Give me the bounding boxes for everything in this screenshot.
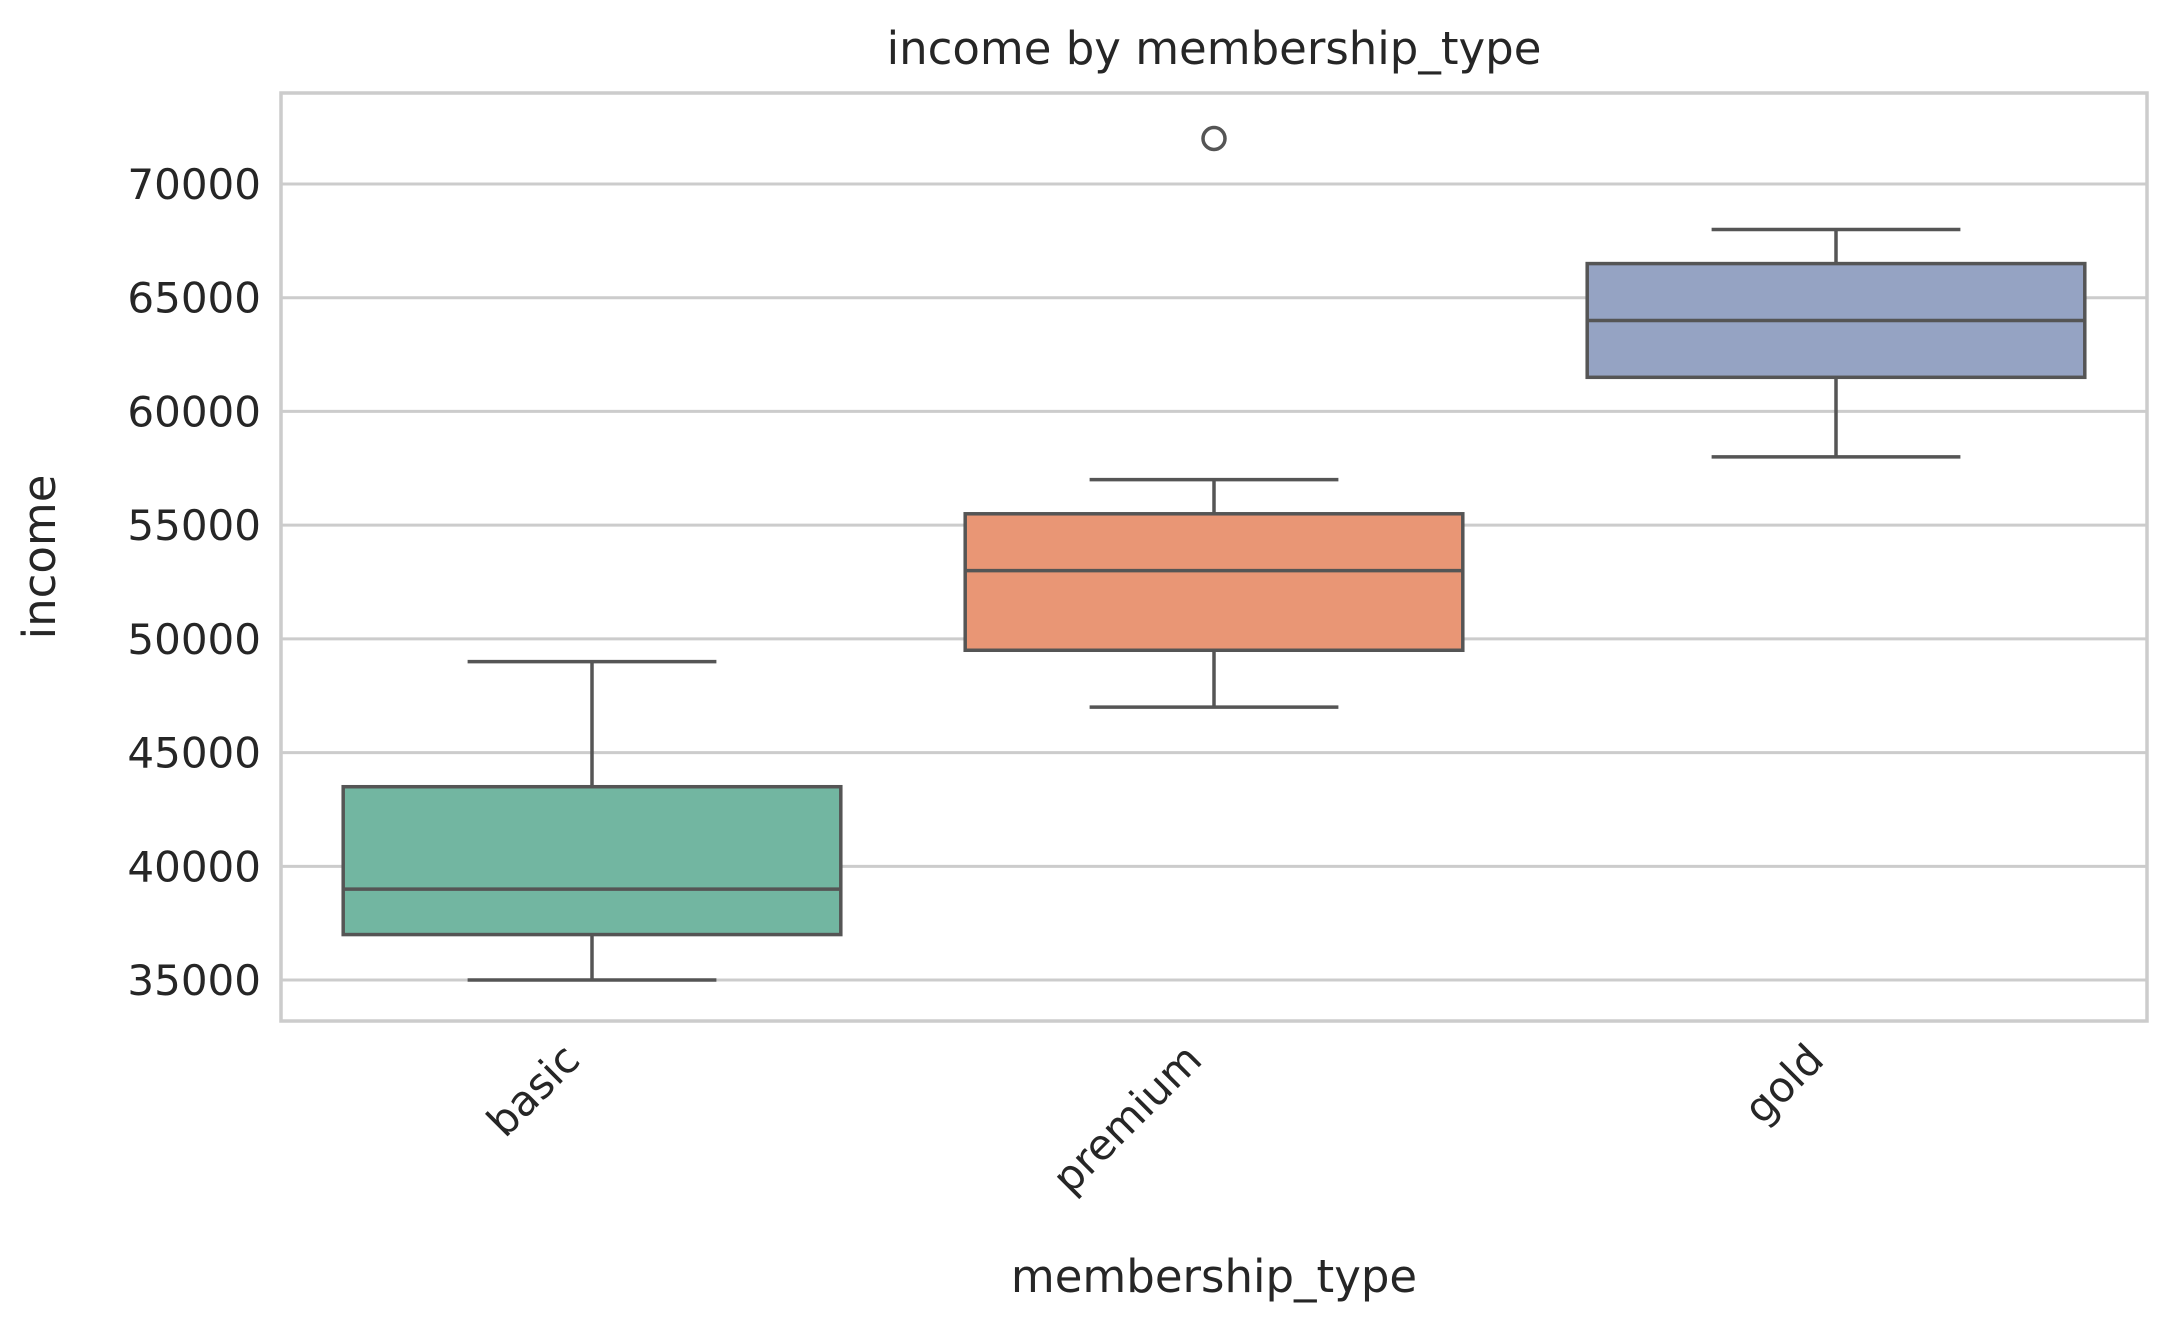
y-tick-label: 45000 xyxy=(127,729,261,778)
y-tick-label: 40000 xyxy=(127,842,261,891)
y-tick-label: 50000 xyxy=(127,615,261,664)
box-iqr xyxy=(341,784,843,937)
y-tick-labels: 35000 40000 45000 50000 55000 60000 65000 70000 xyxy=(127,160,261,1005)
box-iqr xyxy=(963,512,1465,653)
y-axis-label: income xyxy=(13,475,66,640)
y-tick-label: 60000 xyxy=(127,387,261,436)
y-tick-label: 70000 xyxy=(127,160,261,209)
outlier-point xyxy=(1201,125,1227,152)
box-gold xyxy=(1585,227,2087,459)
box-premium xyxy=(963,125,1465,709)
x-axis-label: membership_type xyxy=(1011,1250,1417,1303)
y-tick-label: 55000 xyxy=(127,501,261,550)
box-basic xyxy=(341,659,843,982)
plot-frame xyxy=(279,91,2149,1023)
box-plots xyxy=(341,125,2087,982)
y-tick-label: 65000 xyxy=(127,274,261,323)
chart-title: income by membership_type xyxy=(887,22,1542,75)
y-tick-label: 35000 xyxy=(127,956,261,1005)
